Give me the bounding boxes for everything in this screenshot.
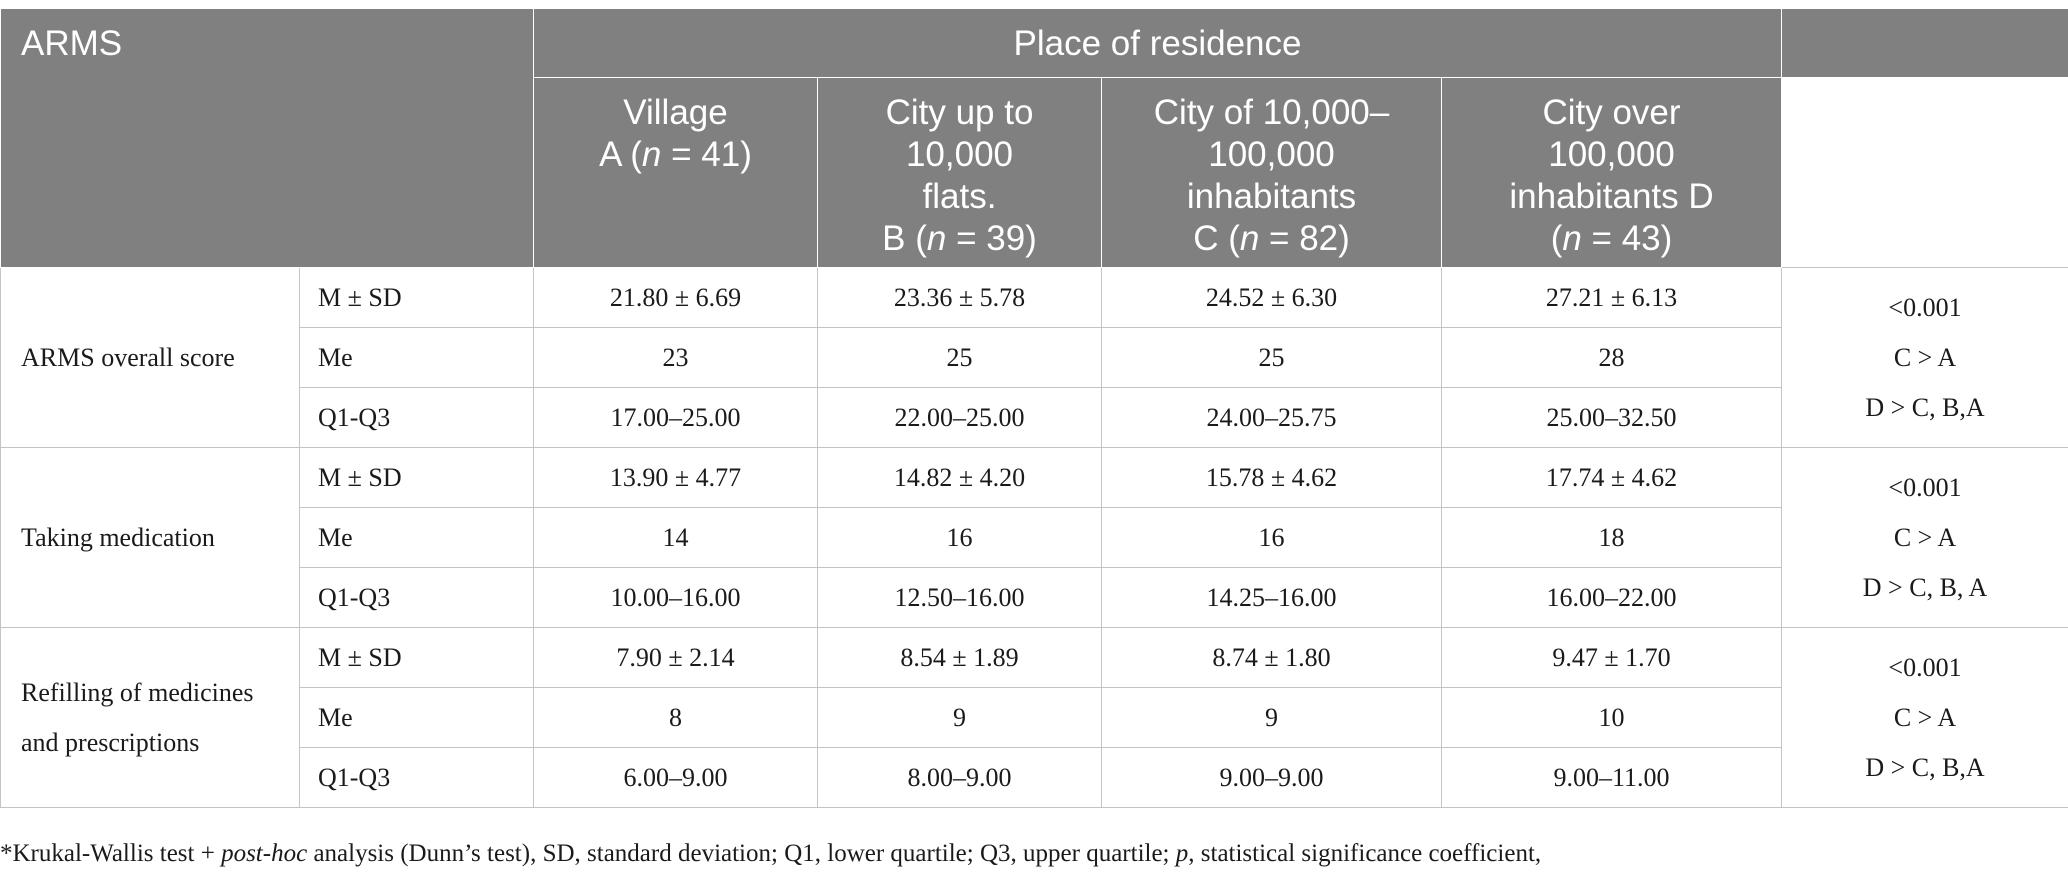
header-col-c: City of 10,000– 100,000 inhabitants C (n… <box>1101 77 1442 268</box>
arms-table: ARMS Place of residence p* Village A (n … <box>0 8 2068 808</box>
cell-a: 13.90 ± 4.77 <box>533 447 818 508</box>
header-col-d: City over 100,000 inhabitants D (n = 43) <box>1440 77 1783 268</box>
cell-a: 23 <box>533 327 818 388</box>
header-col-a: Village A (n = 41) <box>533 77 818 268</box>
cell-d: 17.74 ± 4.62 <box>1440 447 1783 508</box>
cell-d: 18 <box>1440 507 1783 568</box>
row-label-refilling: Refilling of medicines and prescriptions <box>0 627 300 808</box>
header-row-1: ARMS Place of residence p* <box>0 8 2068 268</box>
cell-c: 24.00–25.75 <box>1101 387 1442 448</box>
cell-a: 21.80 ± 6.69 <box>533 267 818 328</box>
table-row: Me 14 16 16 18 <box>1 507 2068 568</box>
cell-a: 14 <box>533 507 818 568</box>
table-row: Q1-Q3 10.00–16.00 12.50–16.00 14.25–16.0… <box>1 567 2068 628</box>
cell-a: 10.00–16.00 <box>533 567 818 628</box>
cell-a: 17.00–25.00 <box>533 387 818 448</box>
p-value-cell: <0.001 C > A D > C, B,A <box>1781 267 2068 448</box>
row-label-arms-overall: ARMS overall score <box>0 267 300 448</box>
stat-label: Me <box>299 327 534 388</box>
cell-c: 8.74 ± 1.80 <box>1101 627 1442 688</box>
cell-b: 16 <box>817 507 1102 568</box>
cell-d: 16.00–22.00 <box>1440 567 1783 628</box>
cell-c: 9 <box>1101 687 1442 748</box>
stat-label: Q1-Q3 <box>299 387 534 448</box>
cell-c: 14.25–16.00 <box>1101 567 1442 628</box>
cell-d: 28 <box>1440 327 1783 388</box>
table-row: Refilling of medicines and prescriptions… <box>0 627 2068 808</box>
table-row: Me 23 25 25 28 <box>1 327 2068 388</box>
table-row: Me 8 9 9 10 <box>1 687 2068 748</box>
stat-label: M ± SD <box>299 447 534 508</box>
stat-label: Me <box>299 507 534 568</box>
header-empty <box>1781 8 2068 78</box>
cell-d: 9.00–11.00 <box>1440 747 1783 808</box>
table-row: Q1-Q3 6.00–9.00 8.00–9.00 9.00–9.00 9.00… <box>1 747 2068 808</box>
cell-a: 7.90 ± 2.14 <box>533 627 818 688</box>
cell-b: 22.00–25.00 <box>817 387 1102 448</box>
cell-d: 10 <box>1440 687 1783 748</box>
row-label-taking-medication: Taking medication <box>0 447 300 628</box>
table-row: Q1-Q3 17.00–25.00 22.00–25.00 24.00–25.7… <box>1 387 2068 448</box>
header-arms: ARMS <box>0 8 534 268</box>
cell-c: 24.52 ± 6.30 <box>1101 267 1442 328</box>
header-place-of-residence: Place of residence <box>532 8 1783 78</box>
stat-label: Q1-Q3 <box>299 747 534 808</box>
cell-b: 8.00–9.00 <box>817 747 1102 808</box>
cell-c: 16 <box>1101 507 1442 568</box>
table-row: Taking medication M ± SD 13.90 ± 4.77 14… <box>0 447 2068 628</box>
header-col-b: City up to 10,000 flats. B (n = 39) <box>817 77 1102 268</box>
p-value-cell: <0.001 C > A D > C, B,A <box>1781 627 2068 808</box>
cell-d: 25.00–32.50 <box>1440 387 1783 448</box>
p-value-cell: <0.001 C > A D > C, B, A <box>1781 447 2068 628</box>
cell-b: 23.36 ± 5.78 <box>817 267 1102 328</box>
cell-d: 27.21 ± 6.13 <box>1440 267 1783 328</box>
cell-b: 8.54 ± 1.89 <box>817 627 1102 688</box>
stat-label: M ± SD <box>299 267 534 328</box>
cell-d: 9.47 ± 1.70 <box>1440 627 1783 688</box>
cell-a: 8 <box>533 687 818 748</box>
cell-b: 14.82 ± 4.20 <box>817 447 1102 508</box>
cell-b: 12.50–16.00 <box>817 567 1102 628</box>
header-row-2: Village A (n = 41) City up to 10,000 fla… <box>1 77 2068 268</box>
cell-a: 6.00–9.00 <box>533 747 818 808</box>
stat-label: M ± SD <box>299 627 534 688</box>
cell-c: 9.00–9.00 <box>1101 747 1442 808</box>
cell-c: 25 <box>1101 327 1442 388</box>
cell-b: 25 <box>817 327 1102 388</box>
cell-b: 9 <box>817 687 1102 748</box>
stat-label: Me <box>299 687 534 748</box>
cell-c: 15.78 ± 4.62 <box>1101 447 1442 508</box>
table-footnote: *Krukal-Wallis test + post-hoc analysis … <box>0 840 1542 867</box>
table-row: ARMS overall score M ± SD 21.80 ± 6.69 2… <box>0 267 2068 448</box>
stat-label: Q1-Q3 <box>299 567 534 628</box>
